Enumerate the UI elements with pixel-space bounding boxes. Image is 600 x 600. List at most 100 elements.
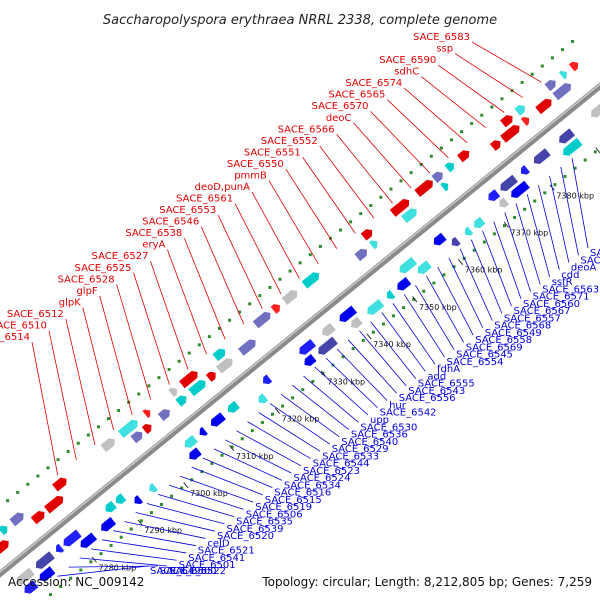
tick-label: 7330 kbp — [327, 377, 365, 386]
gc-dot — [117, 408, 121, 412]
gc-dot — [452, 265, 456, 269]
gc-dot — [449, 138, 453, 142]
gene-arrow — [489, 140, 501, 152]
gene-label: SACE_6545 — [456, 350, 513, 361]
gene-arrow — [16, 567, 35, 585]
gene-arrow — [354, 248, 367, 262]
gene-arrow — [175, 395, 187, 407]
gc-dot — [482, 240, 486, 244]
gc-dot — [86, 433, 90, 437]
gc-dot — [16, 490, 20, 494]
gc-dot — [240, 437, 244, 441]
leader-line — [292, 384, 350, 430]
gc-dot — [129, 527, 133, 531]
leader-line — [65, 318, 96, 446]
gene-label: SACE_6563 — [542, 284, 599, 295]
gene-label: SACE_6590 — [379, 55, 436, 66]
leader-line — [437, 64, 505, 113]
gc-dot — [563, 174, 567, 178]
leader-line — [303, 375, 359, 423]
gc-dot — [480, 113, 484, 117]
leader-line — [90, 548, 177, 561]
gene-arrow — [80, 532, 98, 549]
gene-label: SACE_6506 — [246, 509, 303, 520]
gene-arrow — [24, 580, 39, 594]
gene-arrow — [451, 236, 461, 247]
gene-arrow — [500, 115, 513, 128]
gene-arrow — [433, 232, 447, 246]
gene-label: hur — [389, 401, 407, 412]
gene-label: SACE_6557 — [504, 313, 561, 324]
tick-label: 7340 kbp — [373, 340, 411, 349]
gc-dot — [341, 355, 345, 359]
map-title: Saccharopolyspora erythraea NRRL 2338, c… — [103, 13, 497, 28]
gene-arrow — [199, 426, 208, 436]
gene-labels-reverse: SACE_6580SACE_6578deoAcddssfRSACE_6563SA… — [150, 248, 600, 577]
gc-dot — [170, 494, 174, 498]
gc-dot — [392, 314, 396, 318]
gene-arrow — [258, 393, 269, 404]
gc-dot — [389, 187, 393, 191]
gene-arrow — [55, 543, 65, 553]
gc-dot — [180, 486, 184, 490]
gene-label: SACE_6552 — [261, 136, 318, 147]
gene-arrow — [184, 435, 198, 448]
gene-label: SACE_6501 — [179, 560, 236, 571]
gene-label: SACE_6523 — [303, 466, 360, 477]
leader-line — [404, 87, 468, 144]
gc-dot — [260, 420, 264, 424]
leader-line — [225, 439, 292, 474]
gene-arrow — [552, 83, 571, 101]
gene-arrow — [189, 447, 202, 460]
gene-label: SACE_6500 — [160, 566, 217, 577]
gc-dot — [119, 535, 123, 539]
gene-arrow — [0, 525, 8, 536]
gene-arrow — [101, 516, 117, 532]
gc-dot — [553, 183, 557, 187]
gc-dot — [369, 203, 373, 207]
leader-line — [482, 230, 512, 307]
leader-line — [68, 565, 158, 568]
gene-label: deoD,punA — [195, 182, 251, 193]
gene-arrow — [9, 512, 24, 527]
leader-line — [258, 412, 321, 452]
gene-arrow — [100, 438, 115, 453]
gene-arrow — [142, 409, 151, 419]
leader-line — [370, 110, 431, 174]
gc-dot — [258, 294, 262, 298]
gene-label: SACE_6560 — [523, 299, 580, 310]
gc-dot — [412, 297, 416, 301]
tick-mark — [320, 370, 326, 377]
gene-arrow — [39, 566, 56, 582]
tick-label: 7350 kbp — [419, 303, 457, 312]
leader-line — [280, 393, 340, 438]
gene-arrow — [514, 105, 525, 116]
gene-label: SACE_6546 — [142, 217, 199, 228]
gene-arrow — [301, 272, 320, 289]
gc-dot — [268, 285, 272, 289]
gc-dot — [540, 64, 544, 68]
gene-arrow — [488, 189, 501, 202]
gc-dot — [533, 199, 537, 203]
tick-label: 7300 kbp — [190, 489, 228, 498]
gc-dot — [238, 310, 242, 314]
gc-dot — [492, 232, 496, 236]
tick-label: 7290 kbp — [144, 526, 182, 535]
leader-line — [493, 221, 522, 299]
leader-line — [285, 168, 338, 249]
gc-dot — [69, 576, 73, 580]
gene-arrow — [558, 70, 567, 80]
gene-arrow — [263, 374, 273, 385]
gene-arrow — [134, 495, 143, 505]
tick-mark — [366, 333, 372, 340]
gc-dot — [571, 39, 575, 43]
gene-arrow — [397, 276, 412, 291]
gene-label: SACE_6516 — [274, 488, 331, 499]
gene-arrow — [0, 540, 9, 558]
gene-label: deoC — [326, 113, 352, 124]
tick-mark — [595, 147, 600, 154]
gc-dot — [230, 445, 234, 449]
leader-line — [169, 484, 244, 510]
gene-arrow — [520, 117, 530, 126]
gene-label: SACE_6561 — [176, 194, 233, 205]
